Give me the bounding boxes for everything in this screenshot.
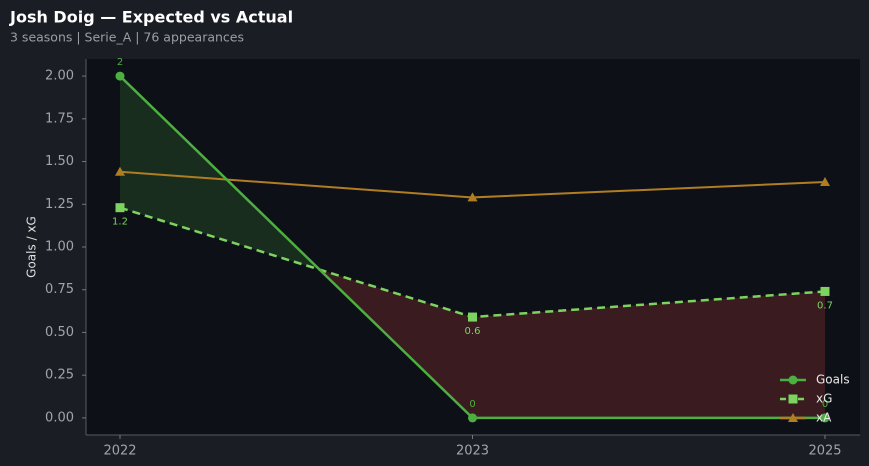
y-tick-label: 0.25 bbox=[45, 368, 74, 383]
y-tick-label: 1.25 bbox=[45, 197, 74, 212]
y-tick-label: 1.00 bbox=[45, 240, 74, 255]
y-tick-label: 0.75 bbox=[45, 282, 74, 297]
y-tick-label: 2.00 bbox=[45, 69, 74, 84]
marker bbox=[820, 286, 830, 296]
marker bbox=[115, 203, 125, 213]
y-tick-label: 1.50 bbox=[45, 154, 74, 169]
x-tick-label: 2023 bbox=[456, 444, 489, 459]
value-label: 2 bbox=[117, 57, 123, 68]
y-tick-label: 0.50 bbox=[45, 325, 74, 340]
legend-label: xA bbox=[816, 411, 832, 425]
value-label: 0 bbox=[822, 399, 828, 410]
marker bbox=[115, 166, 125, 176]
marker bbox=[788, 394, 798, 404]
gap-fill bbox=[472, 291, 825, 418]
marker bbox=[788, 375, 798, 385]
value-label: 0.6 bbox=[465, 326, 481, 337]
chart-subtitle: 3 seasons | Serie_A | 76 appearances bbox=[10, 30, 244, 45]
legend-label: Goals bbox=[816, 373, 850, 387]
marker bbox=[820, 413, 830, 423]
value-label: 1.2 bbox=[112, 217, 128, 228]
y-axis-label: Goals / xG bbox=[25, 216, 39, 278]
marker bbox=[115, 71, 125, 81]
marker bbox=[468, 312, 477, 322]
marker bbox=[820, 177, 830, 187]
marker bbox=[468, 413, 477, 423]
marker bbox=[788, 413, 798, 422]
x-tick-label: 2025 bbox=[808, 444, 841, 459]
plot-area bbox=[86, 59, 860, 435]
marker bbox=[467, 192, 478, 202]
chart-title: Josh Doig — Expected vs Actual bbox=[9, 8, 293, 27]
legend-label: xG bbox=[816, 392, 832, 406]
value-label: 0.7 bbox=[817, 300, 833, 311]
y-tick-label: 1.75 bbox=[45, 111, 74, 126]
x-tick-label: 2022 bbox=[103, 444, 136, 459]
y-tick-label: 0.00 bbox=[45, 410, 74, 425]
value-label: 0 bbox=[469, 399, 475, 410]
